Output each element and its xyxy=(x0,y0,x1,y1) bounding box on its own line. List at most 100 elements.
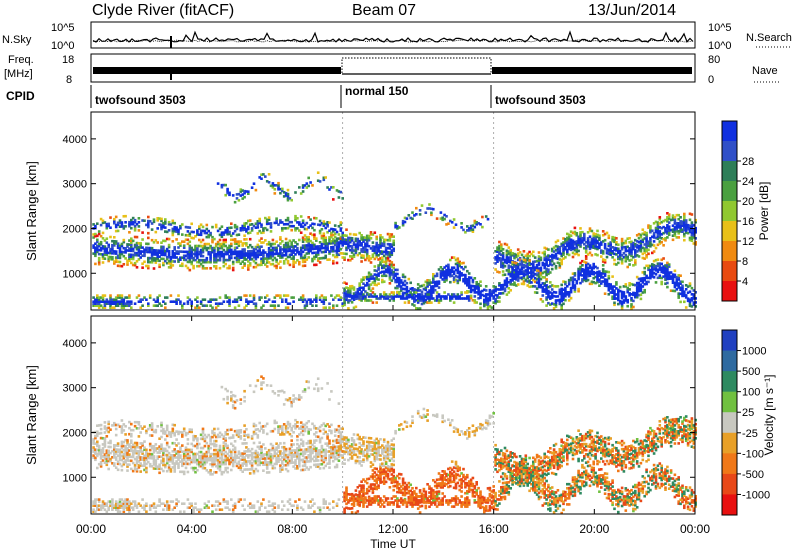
echo-cell xyxy=(131,455,135,459)
echo-cell xyxy=(462,279,465,283)
echo-cell xyxy=(269,248,273,252)
echo-cell xyxy=(150,465,154,468)
echo-cell xyxy=(477,290,480,294)
echo-cell xyxy=(477,284,480,288)
echo-cell xyxy=(362,293,365,296)
echo-cell xyxy=(360,278,363,281)
echo-cell xyxy=(199,262,203,266)
colorbar-segment xyxy=(722,241,737,262)
echo-cell xyxy=(428,283,431,286)
echo-cell xyxy=(114,304,118,307)
echo-cell xyxy=(260,223,263,226)
echo-cell xyxy=(169,256,173,259)
echo-cell xyxy=(211,298,214,301)
echo-cell xyxy=(97,260,101,264)
echo-cell xyxy=(518,268,522,272)
echo-cell xyxy=(658,276,662,279)
echo-cell xyxy=(111,302,114,305)
echo-cell xyxy=(630,305,633,308)
echo-cell xyxy=(498,244,501,248)
echo-cell xyxy=(394,223,397,227)
echo-cell xyxy=(675,283,679,287)
echo-cell xyxy=(562,237,565,240)
echo-cell xyxy=(201,452,205,456)
echo-cell xyxy=(456,257,460,260)
echo-cell xyxy=(243,294,246,297)
echo-cell xyxy=(435,274,439,278)
echo-cell xyxy=(203,439,207,443)
echo-cell xyxy=(99,423,103,427)
echo-cell xyxy=(292,257,295,260)
echo-cell xyxy=(683,238,686,242)
echo-cell xyxy=(205,435,209,439)
echo-cell xyxy=(369,247,373,250)
echo-cell xyxy=(511,254,514,257)
echo-cell xyxy=(583,246,586,250)
echo-cell xyxy=(181,256,184,259)
echo-cell xyxy=(394,286,397,290)
echo-cell xyxy=(601,272,605,275)
echo-cell xyxy=(347,246,350,250)
echo-cell xyxy=(114,229,118,233)
echo-cell xyxy=(245,238,248,241)
echo-cell xyxy=(452,278,456,282)
echo-cell xyxy=(458,297,461,300)
echo-cell xyxy=(122,304,126,307)
echo-cell xyxy=(362,238,365,241)
echo-cell xyxy=(666,220,669,223)
echo-cell xyxy=(447,267,450,271)
echo-cell xyxy=(188,258,192,262)
echo-cell xyxy=(432,297,435,300)
echo-cell xyxy=(230,252,233,256)
echo-cell xyxy=(607,293,611,296)
echo-cell xyxy=(552,256,556,259)
echo-cell xyxy=(673,232,677,235)
echo-cell xyxy=(135,296,139,299)
echo-cell xyxy=(328,258,331,261)
echo-cell xyxy=(150,446,154,450)
echo-cell xyxy=(228,191,231,195)
echo-cell xyxy=(148,506,152,509)
echo-cell xyxy=(231,266,235,270)
echo-cell xyxy=(507,264,511,267)
echo-cell xyxy=(569,248,573,252)
echo-cell xyxy=(558,252,562,255)
colorbar-tick-label: 28 xyxy=(742,156,754,168)
echo-cell xyxy=(496,260,499,263)
echo-cell xyxy=(505,283,509,286)
echo-cell xyxy=(543,276,546,279)
echo-cell xyxy=(343,234,346,237)
echo-cell xyxy=(567,235,571,239)
echo-cell xyxy=(120,446,124,450)
echo-cell xyxy=(114,506,118,509)
echo-cell xyxy=(671,277,675,280)
echo-cell xyxy=(601,234,605,237)
echo-cell xyxy=(424,295,428,298)
echo-cell xyxy=(307,252,310,255)
echo-cell xyxy=(617,288,620,292)
echo-cell xyxy=(254,257,258,261)
echo-cell xyxy=(373,257,377,261)
echo-cell xyxy=(365,250,369,254)
nsearch-trace xyxy=(93,39,694,43)
echo-cell xyxy=(175,504,178,507)
echo-cell xyxy=(120,454,124,458)
echo-cell xyxy=(315,253,318,256)
echo-cell xyxy=(311,243,314,247)
echo-cell xyxy=(511,252,514,255)
echo-cell xyxy=(315,245,318,248)
echo-cell xyxy=(320,244,324,248)
echo-cell xyxy=(148,294,152,297)
echo-cell xyxy=(128,247,131,250)
echo-cell xyxy=(162,427,165,431)
freq-tick-top: 18 xyxy=(62,54,74,66)
echo-cell xyxy=(486,305,490,308)
echo-cell xyxy=(94,242,97,245)
echo-cell xyxy=(126,441,129,444)
echo-cell xyxy=(364,299,367,302)
echo-cell xyxy=(382,238,386,242)
echo-cell xyxy=(139,442,142,445)
echo-cell xyxy=(583,232,586,236)
echo-cell xyxy=(471,224,475,227)
echo-cell xyxy=(128,510,131,513)
